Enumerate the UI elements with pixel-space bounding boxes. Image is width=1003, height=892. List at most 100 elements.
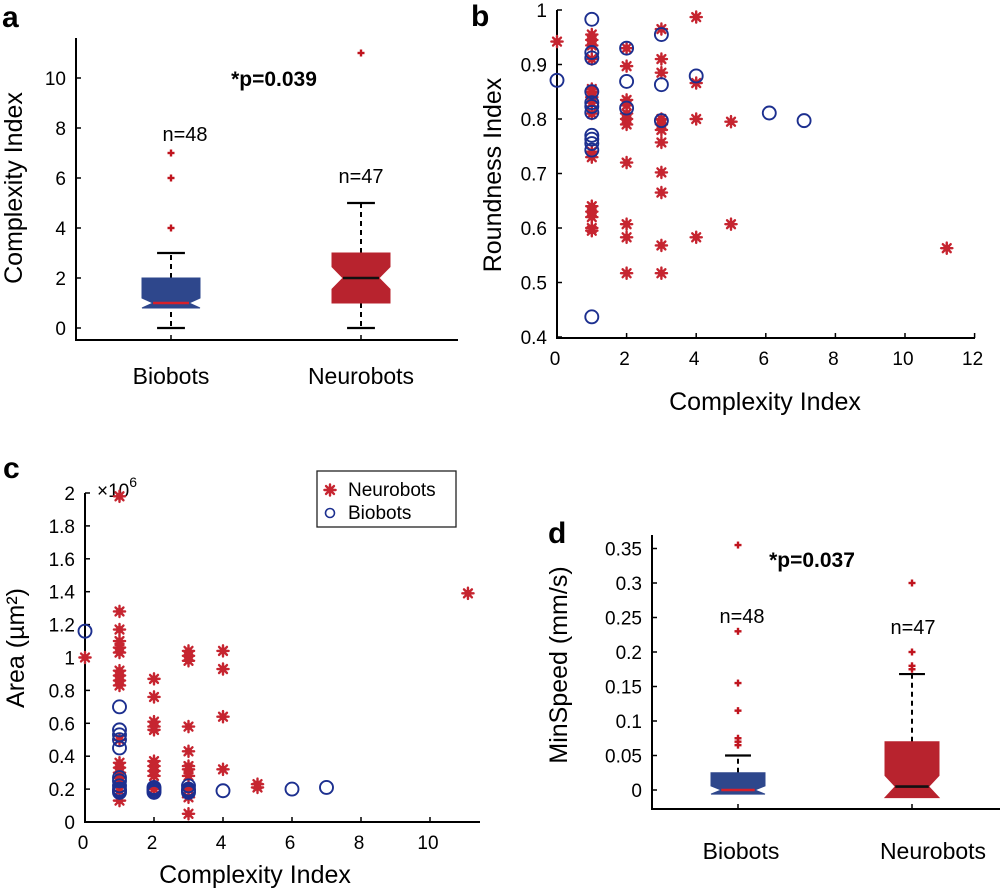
- biobots-point: [584, 131, 600, 147]
- asterisk-stroke: [941, 243, 952, 254]
- outlier-point: [908, 579, 916, 587]
- neurobots-point: [461, 586, 475, 601]
- biobots-point: [653, 113, 669, 129]
- asterisk-stroke: [462, 588, 474, 599]
- neurobots-point: [147, 672, 161, 686]
- biobots-point: [619, 40, 635, 56]
- n-label-neurobots: n=47: [890, 617, 935, 639]
- neurobots-point: [619, 266, 634, 281]
- y-tick-label: 0.5: [521, 274, 547, 295]
- neurobots-point: [619, 41, 634, 55]
- neurobots-point: [654, 185, 669, 200]
- neurobots-point: [939, 241, 954, 255]
- outlier-point: [908, 662, 916, 670]
- x-tick-label: 6: [285, 833, 296, 854]
- neurobots-point: [181, 653, 196, 668]
- outlier-point: [167, 174, 175, 182]
- y-tick-label: 0: [64, 813, 75, 834]
- series-biobots: [77, 623, 334, 800]
- asterisk-stroke: [324, 484, 336, 496]
- neurobots-point: [619, 155, 634, 170]
- y-tick-label: 6: [55, 169, 66, 190]
- panel-a-boxplot: a Complexity Index *p=0.039 Biobots Neur…: [0, 1, 458, 389]
- biobots-point: [112, 732, 127, 748]
- asterisk-stroke: [148, 770, 160, 782]
- asterisk-stroke: [217, 645, 229, 657]
- y-tick-label: 0.4: [49, 747, 76, 768]
- neurobots-point: [689, 112, 703, 126]
- x-tick-label: 8: [354, 833, 365, 854]
- y-tick-label: 10: [45, 69, 66, 90]
- biobots-point: [112, 740, 127, 756]
- y-tick-label: 0.15: [605, 678, 642, 699]
- biobots-point: [77, 623, 93, 639]
- neurobots-point: [181, 769, 196, 783]
- neurobots-point: [216, 662, 230, 676]
- y-tick-label: 1.8: [49, 517, 75, 538]
- y-axis-title: Roundness Index: [479, 77, 507, 272]
- neurobots-point: [654, 266, 669, 281]
- neurobots-point: [550, 34, 564, 49]
- legend-label-biobots: Biobots: [348, 503, 411, 524]
- asterisk-stroke: [586, 225, 597, 236]
- neurobots-point: [689, 10, 703, 24]
- notched-box: [883, 741, 941, 799]
- biobots-point: [181, 784, 196, 800]
- legend-marker-biobots: [324, 507, 336, 519]
- biobots-point: [584, 99, 600, 114]
- category-label-neurobots: Neurobots: [308, 363, 414, 389]
- x-tick-label: 2: [147, 833, 158, 854]
- asterisk-stroke: [217, 764, 229, 775]
- neurobots-point: [181, 719, 196, 734]
- x-tick-label: 12: [962, 349, 983, 370]
- neurobots-point: [654, 65, 669, 80]
- asterisk-stroke: [621, 157, 632, 168]
- y-tick-label: 0.1: [616, 712, 642, 733]
- asterisk-stroke: [691, 11, 702, 23]
- neurobots-point: [585, 210, 599, 224]
- asterisk-stroke: [183, 655, 194, 666]
- biobots-point: [584, 84, 600, 100]
- neurobots-point: [147, 769, 161, 783]
- series-biobots: [549, 11, 812, 325]
- biobots-point: [112, 722, 127, 738]
- asterisk-stroke: [656, 67, 667, 78]
- x-tick-label: 6: [759, 349, 770, 370]
- box-marks: [141, 49, 391, 330]
- y-tick-label: 0.8: [521, 110, 547, 131]
- box-marks: [710, 541, 941, 799]
- biobots-point: [796, 113, 812, 129]
- outlier-point: [167, 149, 175, 157]
- neurobots-point: [654, 238, 669, 253]
- biobots-point: [584, 309, 600, 325]
- asterisk-stroke: [621, 42, 632, 54]
- neurobots-point: [654, 135, 669, 150]
- y-tick-label: 2: [55, 269, 66, 290]
- panel-c-scatter: c Area (µm²) Complexity Index ×106 Neuro…: [2, 452, 480, 889]
- y-tick-label: 2: [64, 484, 75, 505]
- asterisk-stroke: [621, 232, 632, 243]
- y-tick-label: 0.35: [605, 540, 642, 561]
- x-tick-label: 10: [892, 349, 913, 370]
- panel-letter-c: c: [3, 452, 20, 485]
- box-biobots: [710, 541, 766, 795]
- asterisk-stroke: [114, 606, 125, 617]
- panel-b-scatter: b Roundness Index Complexity Index 0.4 0.…: [471, 0, 983, 416]
- y-tick-label: 1.2: [49, 616, 75, 637]
- asterisk-stroke: [621, 60, 632, 72]
- asterisk-stroke: [183, 808, 194, 819]
- y-tick-label: 1.6: [49, 550, 75, 571]
- biobots-point: [146, 784, 162, 800]
- y-axis-title: MinSpeed (mm/s): [545, 566, 573, 763]
- asterisk-stroke: [656, 240, 667, 251]
- neurobots-point: [181, 744, 196, 759]
- y-tick-label: 0.7: [521, 165, 547, 186]
- asterisk-stroke: [725, 116, 737, 127]
- y-tick-label: 0.2: [49, 780, 75, 801]
- biobots-point: [584, 127, 600, 143]
- asterisk-stroke: [656, 137, 667, 148]
- series-neurobots: [550, 10, 954, 281]
- category-label-neurobots: Neurobots: [880, 838, 986, 864]
- biobots-point: [215, 783, 231, 799]
